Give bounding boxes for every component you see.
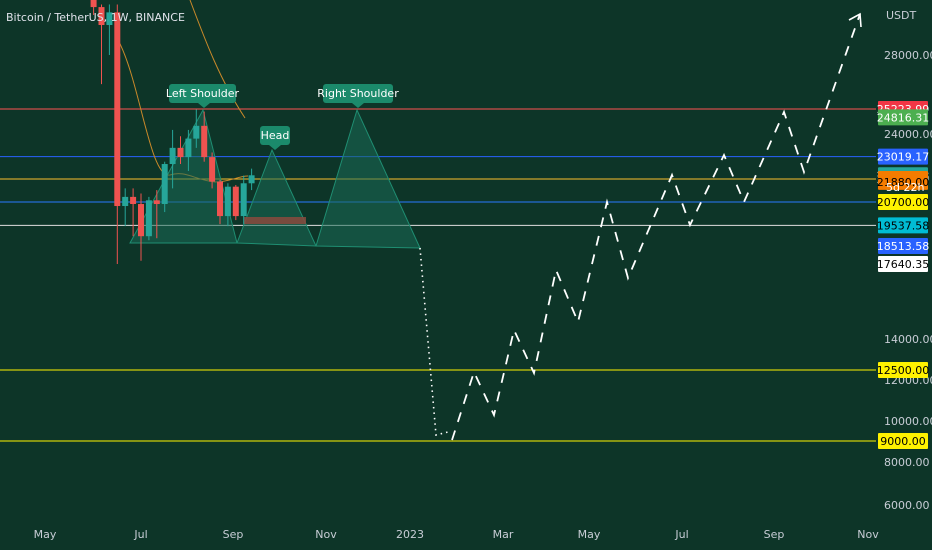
x-tick-label: Nov — [857, 528, 879, 541]
price-label-8: 18513.58 — [877, 237, 930, 254]
x-tick-label: Jul — [674, 528, 688, 541]
projection-arrowhead — [848, 12, 862, 28]
right-shoulder-label: Right Shoulder — [317, 84, 399, 108]
candle — [232, 184, 239, 221]
price-label-text: 21880.00 — [877, 176, 930, 189]
price-label-text: 23019.17 — [877, 151, 930, 164]
right-shoulder-text: Right Shoulder — [317, 87, 399, 100]
y-tick-label: 6000.00 — [884, 499, 930, 512]
candle-body — [106, 12, 113, 25]
candle — [114, 4, 121, 264]
candle-body — [114, 12, 121, 207]
x-tick-label: 2023 — [396, 528, 424, 541]
price-label-text: 24816.31 — [877, 111, 930, 124]
price-label-text: 19537.58 — [877, 219, 930, 232]
candle-body — [153, 200, 160, 205]
price-label-text: 17640.35 — [877, 258, 930, 271]
left-shoulder-text: Left Shoulder — [166, 87, 240, 100]
price-label-7: 19537.58 — [877, 217, 930, 234]
candle — [130, 188, 137, 237]
candle-body — [122, 196, 129, 207]
symbol-title: Bitcoin / TetherUS, 1W, BINANCE — [6, 11, 185, 24]
axis-unit: USDT — [886, 9, 917, 22]
candle — [209, 152, 216, 189]
target-box — [244, 217, 306, 224]
candle-body — [193, 125, 200, 139]
candle-body — [90, 0, 97, 8]
candle — [217, 179, 223, 225]
candle-body — [185, 138, 192, 158]
candle-body — [240, 183, 247, 217]
candle-body — [145, 200, 152, 237]
candle — [169, 129, 176, 189]
price-label-10: 12500.00 — [877, 362, 930, 378]
x-tick-label: Mar — [493, 528, 514, 541]
price-label-6: 20700.00 — [877, 194, 930, 210]
y-tick-label: 10000.00 — [884, 415, 932, 428]
left-shoulder-label: Left Shoulder — [166, 84, 240, 108]
candle-body — [98, 7, 105, 25]
y-tick-label: 14000.00 — [884, 333, 932, 346]
x-tick-label: Jul — [133, 528, 147, 541]
x-tick-label: May — [578, 528, 601, 541]
price-label-text: 9000.00 — [880, 435, 926, 448]
candle-body — [161, 164, 168, 205]
x-tick-label: Sep — [223, 528, 244, 541]
y-tick-label: 24000.00 — [884, 128, 932, 141]
candle — [201, 111, 208, 162]
candle-body — [232, 186, 239, 217]
candle — [153, 190, 160, 239]
x-tick-label: Nov — [315, 528, 337, 541]
candle — [193, 109, 200, 148]
projection-path-dashed — [451, 13, 861, 441]
candle — [161, 161, 168, 213]
candle — [240, 175, 247, 225]
candle — [185, 129, 192, 171]
candle — [106, 4, 113, 55]
moving-average-line — [189, 0, 246, 119]
candle — [90, 0, 97, 15]
price-label-11: 9000.00 — [878, 433, 928, 449]
y-tick-label: 28000.00 — [884, 49, 932, 62]
head-text: Head — [261, 129, 290, 142]
price-label-9: 17640.35 — [877, 255, 930, 272]
head-label: Head — [260, 126, 290, 150]
price-label-1: 24816.31 — [877, 109, 930, 126]
candle — [248, 168, 255, 191]
candle — [177, 136, 184, 165]
candle — [138, 193, 144, 261]
y-tick-label: 8000.00 — [884, 456, 930, 469]
countdown-text: 5d 22h — [886, 181, 924, 194]
candle — [122, 188, 129, 227]
candle-body — [224, 186, 231, 217]
price-label-2: 23019.17 — [877, 148, 930, 165]
candles — [90, 0, 255, 264]
time-axis[interactable]: May Jul Sep Nov 2023 Mar May Jul Sep Nov — [34, 528, 880, 541]
price-label-text: 18513.58 — [877, 240, 930, 253]
price-label-text: 12500.00 — [877, 364, 930, 377]
candle-body — [248, 175, 255, 184]
price-label-text: 20700.00 — [877, 196, 930, 209]
candle-body — [201, 125, 208, 158]
candle-body — [169, 147, 176, 165]
x-tick-label: Sep — [764, 528, 785, 541]
candle-body — [209, 157, 216, 182]
candle-body — [138, 204, 144, 237]
candle-body — [217, 181, 223, 217]
candle — [224, 183, 231, 227]
candle-body — [177, 147, 184, 158]
projection-drop-dotted — [419, 247, 449, 437]
candle-body — [130, 196, 137, 205]
price-level-labels: 25223.9924816.3123019.1722211.5822051.40… — [877, 101, 930, 449]
candle — [98, 4, 105, 85]
right-shoulder-triangle — [315, 108, 421, 249]
candle — [145, 196, 152, 241]
x-tick-label: May — [34, 528, 57, 541]
price-label-5: 21880.00 — [877, 173, 930, 190]
